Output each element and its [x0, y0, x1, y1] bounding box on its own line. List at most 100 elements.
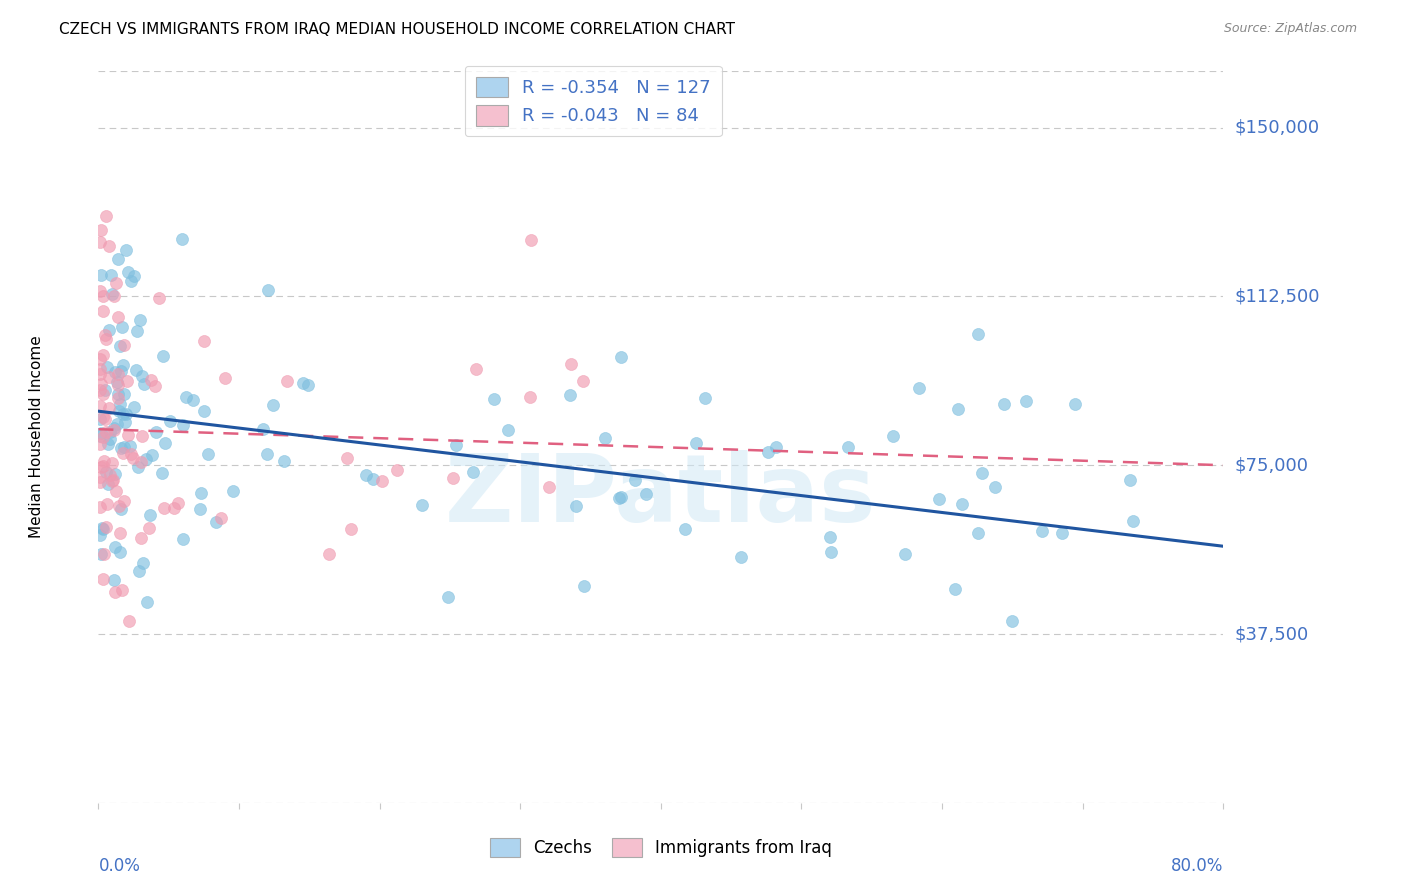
Point	[950, 497, 973, 511]
Text: ZIPatlas: ZIPatlas	[446, 450, 876, 541]
Point	[1063, 397, 1085, 411]
Point	[101, 456, 124, 470]
Point	[132, 556, 155, 570]
Point	[1031, 524, 1053, 538]
Point	[756, 445, 779, 459]
Point	[108, 338, 131, 352]
Point	[560, 357, 582, 371]
Point	[105, 417, 128, 432]
Point	[110, 441, 132, 455]
Point	[104, 540, 127, 554]
Point	[118, 439, 141, 453]
Text: 0.0%: 0.0%	[98, 857, 141, 875]
Point	[993, 397, 1015, 411]
Point	[89, 399, 111, 413]
Text: 80.0%: 80.0%	[1171, 857, 1223, 875]
Point	[114, 415, 136, 429]
Point	[96, 360, 118, 375]
Point	[91, 386, 114, 401]
Point	[104, 585, 127, 599]
Point	[463, 465, 485, 479]
Point	[193, 404, 215, 418]
Point	[120, 447, 142, 461]
Point	[141, 448, 163, 462]
Point	[970, 466, 993, 480]
Point	[371, 474, 394, 488]
Point	[129, 455, 152, 469]
Point	[145, 425, 167, 439]
Point	[172, 417, 194, 432]
Point	[1119, 473, 1142, 487]
Point	[1122, 514, 1144, 528]
Point	[89, 528, 111, 542]
Point	[385, 463, 408, 477]
Point	[820, 530, 842, 544]
Point	[966, 525, 988, 540]
Point	[100, 268, 122, 282]
Point	[190, 486, 212, 500]
Point	[148, 291, 170, 305]
Point	[105, 484, 128, 499]
Point	[730, 549, 752, 564]
Point	[214, 370, 236, 384]
Point	[112, 446, 135, 460]
Point	[104, 277, 127, 291]
Point	[120, 274, 142, 288]
Point	[354, 467, 377, 482]
Point	[197, 447, 219, 461]
Point	[174, 391, 197, 405]
Point	[107, 404, 129, 418]
Point	[943, 582, 966, 596]
Point	[607, 491, 630, 505]
Point	[122, 450, 145, 465]
Point	[673, 523, 696, 537]
Point	[209, 510, 232, 524]
Point	[436, 590, 458, 604]
Point	[190, 501, 212, 516]
Point	[519, 390, 541, 404]
Point	[572, 579, 595, 593]
Point	[132, 376, 155, 391]
Point	[273, 454, 295, 468]
Point	[166, 496, 188, 510]
Point	[107, 367, 129, 381]
Text: $112,500: $112,500	[1234, 287, 1320, 305]
Point	[205, 515, 228, 529]
Text: Median Household Income: Median Household Income	[30, 335, 44, 539]
Point	[112, 493, 135, 508]
Point	[122, 269, 145, 284]
Point	[98, 323, 121, 337]
Point	[108, 397, 131, 411]
Point	[111, 407, 134, 421]
Point	[564, 499, 586, 513]
Point	[100, 287, 122, 301]
Point	[446, 438, 468, 452]
Point	[129, 312, 152, 326]
Point	[610, 351, 633, 365]
Point	[143, 379, 166, 393]
Point	[105, 376, 128, 390]
Point	[94, 383, 117, 397]
Point	[135, 452, 157, 467]
Point	[91, 304, 114, 318]
Point	[129, 531, 152, 545]
Point	[122, 401, 145, 415]
Text: CZECH VS IMMIGRANTS FROM IRAQ MEDIAN HOUSEHOLD INCOME CORRELATION CHART: CZECH VS IMMIGRANTS FROM IRAQ MEDIAN HOU…	[59, 22, 735, 37]
Point	[90, 547, 112, 561]
Point	[97, 436, 120, 450]
Point	[112, 337, 135, 351]
Point	[101, 474, 124, 488]
Point	[1001, 614, 1024, 628]
Point	[91, 572, 114, 586]
Point	[1052, 526, 1074, 541]
Point	[89, 383, 111, 397]
Point	[94, 328, 117, 343]
Point	[361, 472, 384, 486]
Point	[1015, 394, 1038, 409]
Point	[127, 324, 149, 338]
Point	[482, 392, 505, 406]
Point	[276, 374, 298, 388]
Point	[96, 466, 118, 480]
Point	[110, 363, 132, 377]
Point	[89, 412, 111, 426]
